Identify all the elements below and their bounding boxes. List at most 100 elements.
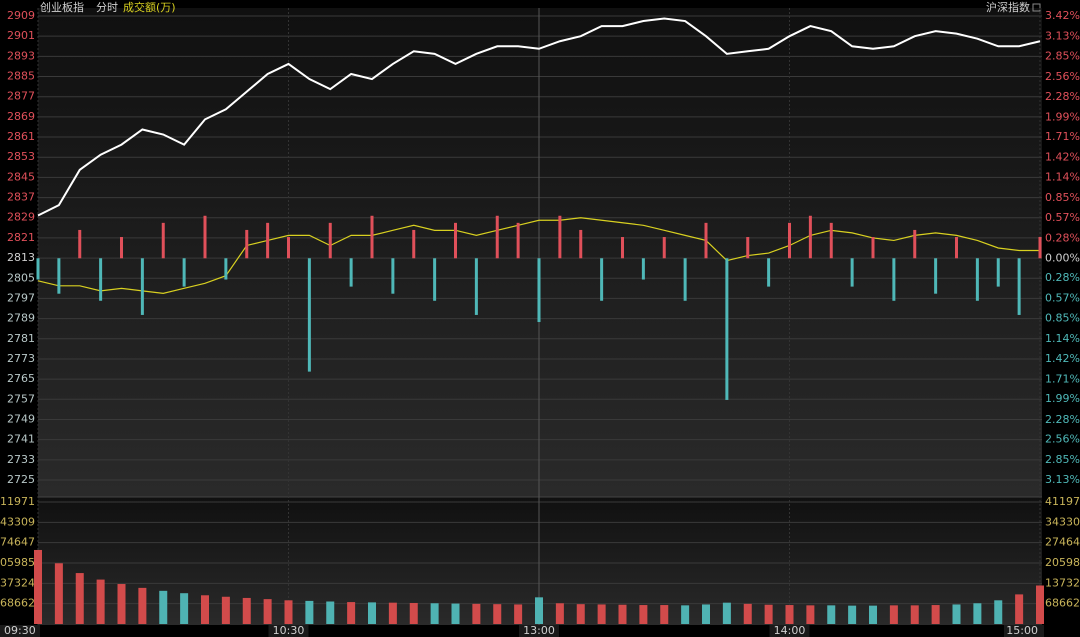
breadth-bar [829,222,833,259]
y-tick-label: 2733 [7,453,35,466]
breadth-bar [182,258,186,287]
breadth-bar [349,258,353,287]
breadth-bar [683,258,687,301]
breadth-bar [495,215,499,259]
volume-bar [284,600,293,624]
y2-tick-label: 0.28% [1045,231,1080,244]
volume-bar [180,593,189,624]
x-label-box [519,625,559,637]
volume-bar [639,605,648,624]
breadth-bar [307,258,311,372]
volume-bar [75,573,84,624]
breadth-bar [516,222,520,259]
volume-bar [201,595,209,624]
volume-bar [1036,585,1044,624]
y2-tick-label: 1.71% [1045,130,1080,143]
volume-bar [743,603,752,624]
volume-title: 成交额(万) [123,0,176,14]
volume-bar [242,597,251,624]
y2-tick-label: 0.28% [1045,271,1080,284]
x-label-box [268,625,309,637]
y2-tick-label: 2.85% [1045,49,1080,62]
breadth-bar [474,258,478,315]
y-tick-label: 2773 [7,352,35,365]
breadth-bar [1017,258,1021,315]
y-tick-label: 2829 [7,211,35,224]
breadth-bar [370,215,374,259]
y-tick-label: 2765 [7,372,35,385]
y-tick-label: 2853 [7,150,35,163]
breadth-bar [266,222,270,259]
y-tick-label: 2789 [7,312,35,325]
volume-bar [368,602,376,624]
breadth-bar [641,258,645,280]
y2-tick-label: 2.56% [1045,433,1080,446]
volume-tick-label-right: 68662 [1045,597,1080,610]
breadth-bar [412,229,416,259]
y-tick-label: 2877 [7,90,35,103]
breadth-bar [850,258,854,287]
volume-tick-label-right: 411971 [1045,495,1080,508]
switch-icon[interactable] [1032,3,1041,12]
breadth-bar [1038,237,1042,259]
breadth-bar [558,215,562,259]
volume-bar [34,549,42,624]
x-tick-label: 10:30 [273,624,305,637]
y-tick-label: 2893 [7,49,35,62]
volume-bar [409,602,418,624]
y-tick-label: 2861 [7,130,35,143]
breadth-bar [328,222,332,259]
breadth-bar [537,258,541,323]
volume-bar [138,587,147,624]
breadth-bar [996,258,1000,287]
volume-tick-label: 411971 [0,495,35,508]
breadth-bar [934,258,938,294]
x-tick-label: 09:30 [4,624,36,637]
y2-tick-label: 3.42% [1045,9,1080,22]
breadth-bar [579,229,583,259]
volume-bar [660,605,669,624]
volume-bar [221,596,230,624]
y2-tick-label: 0.57% [1045,211,1080,224]
breadth-bar [245,229,249,259]
y-tick-label: 2725 [7,473,35,486]
y2-tick-label: 0.85% [1045,311,1080,324]
index-switch[interactable]: 沪深指数 [986,0,1030,14]
volume-bar [952,604,961,624]
x-label-box [1004,625,1044,637]
y-tick-label: 2797 [7,291,35,304]
y2-tick-label: 1.14% [1045,332,1080,345]
y-tick-label: 2885 [7,70,35,83]
breadth-bar [913,229,917,259]
volume-bar [931,605,940,624]
breadth-bar [725,258,729,400]
volume-bar [597,604,606,624]
x-label-box [0,625,40,637]
y2-tick-label: 1.71% [1045,372,1080,385]
y2-tick-label: 1.42% [1045,151,1080,164]
volume-bar [785,605,794,624]
y2-tick-label: 1.42% [1045,352,1080,365]
y-tick-label: 2741 [7,433,35,446]
breadth-bar [224,258,228,280]
price-line [37,17,1041,217]
y-tick-label: 2805 [7,271,35,284]
y2-tick-label: 2.28% [1045,413,1080,426]
y2-tick-label: 0.00% [1045,251,1080,264]
y2-tick-label: 2.85% [1045,453,1080,466]
y2-tick-label: 3.13% [1045,473,1080,486]
breadth-bar [788,222,791,259]
y-tick-label: 2909 [7,9,35,22]
volume-bar [535,597,543,624]
breadth-bar [203,215,207,259]
y-tick-label: 2901 [7,29,35,42]
volume-tick-label: 343309 [0,515,35,528]
y-tick-label: 2845 [7,170,35,183]
volume-bar [493,604,502,624]
x-tick-label: 14:00 [774,624,806,637]
volume-bar [994,600,1003,624]
price-panel [38,8,1042,497]
breadth-bar [99,258,103,301]
volume-bar [263,599,272,624]
volume-bar [910,605,919,624]
